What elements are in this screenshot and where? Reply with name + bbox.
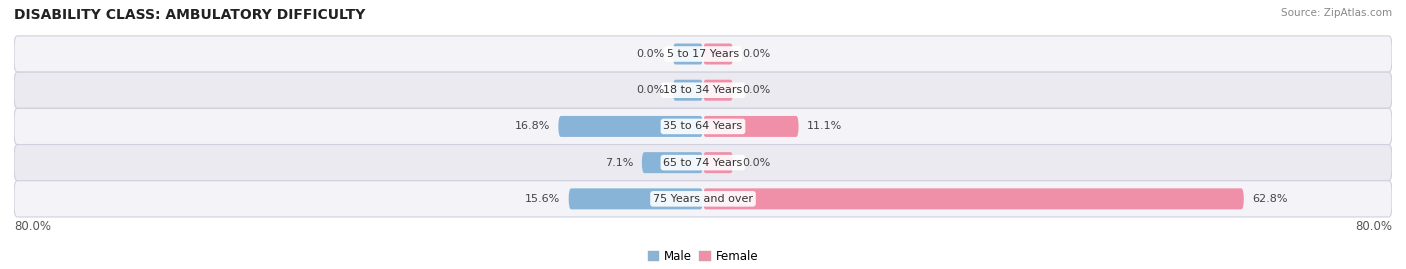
Text: 0.0%: 0.0% bbox=[636, 49, 664, 59]
Text: 65 to 74 Years: 65 to 74 Years bbox=[664, 158, 742, 168]
Text: DISABILITY CLASS: AMBULATORY DIFFICULTY: DISABILITY CLASS: AMBULATORY DIFFICULTY bbox=[14, 8, 366, 22]
Text: 80.0%: 80.0% bbox=[1355, 220, 1392, 233]
Text: 35 to 64 Years: 35 to 64 Years bbox=[664, 121, 742, 132]
Text: 7.1%: 7.1% bbox=[605, 158, 633, 168]
Text: 18 to 34 Years: 18 to 34 Years bbox=[664, 85, 742, 95]
Text: 15.6%: 15.6% bbox=[524, 194, 560, 204]
FancyBboxPatch shape bbox=[703, 152, 733, 173]
Text: 0.0%: 0.0% bbox=[742, 158, 770, 168]
FancyBboxPatch shape bbox=[703, 44, 733, 65]
FancyBboxPatch shape bbox=[673, 80, 703, 101]
Legend: Male, Female: Male, Female bbox=[643, 245, 763, 267]
Text: 75 Years and over: 75 Years and over bbox=[652, 194, 754, 204]
Text: Source: ZipAtlas.com: Source: ZipAtlas.com bbox=[1281, 8, 1392, 18]
FancyBboxPatch shape bbox=[703, 188, 1244, 209]
Text: 0.0%: 0.0% bbox=[636, 85, 664, 95]
Text: 0.0%: 0.0% bbox=[742, 85, 770, 95]
FancyBboxPatch shape bbox=[673, 44, 703, 65]
FancyBboxPatch shape bbox=[558, 116, 703, 137]
FancyBboxPatch shape bbox=[703, 116, 799, 137]
FancyBboxPatch shape bbox=[14, 108, 1392, 144]
Text: 0.0%: 0.0% bbox=[742, 49, 770, 59]
FancyBboxPatch shape bbox=[568, 188, 703, 209]
Text: 62.8%: 62.8% bbox=[1253, 194, 1288, 204]
FancyBboxPatch shape bbox=[703, 80, 733, 101]
FancyBboxPatch shape bbox=[14, 181, 1392, 217]
Text: 5 to 17 Years: 5 to 17 Years bbox=[666, 49, 740, 59]
FancyBboxPatch shape bbox=[14, 144, 1392, 181]
FancyBboxPatch shape bbox=[14, 36, 1392, 72]
FancyBboxPatch shape bbox=[643, 152, 703, 173]
FancyBboxPatch shape bbox=[14, 72, 1392, 108]
Text: 11.1%: 11.1% bbox=[807, 121, 842, 132]
Text: 80.0%: 80.0% bbox=[14, 220, 51, 233]
Text: 16.8%: 16.8% bbox=[515, 121, 550, 132]
